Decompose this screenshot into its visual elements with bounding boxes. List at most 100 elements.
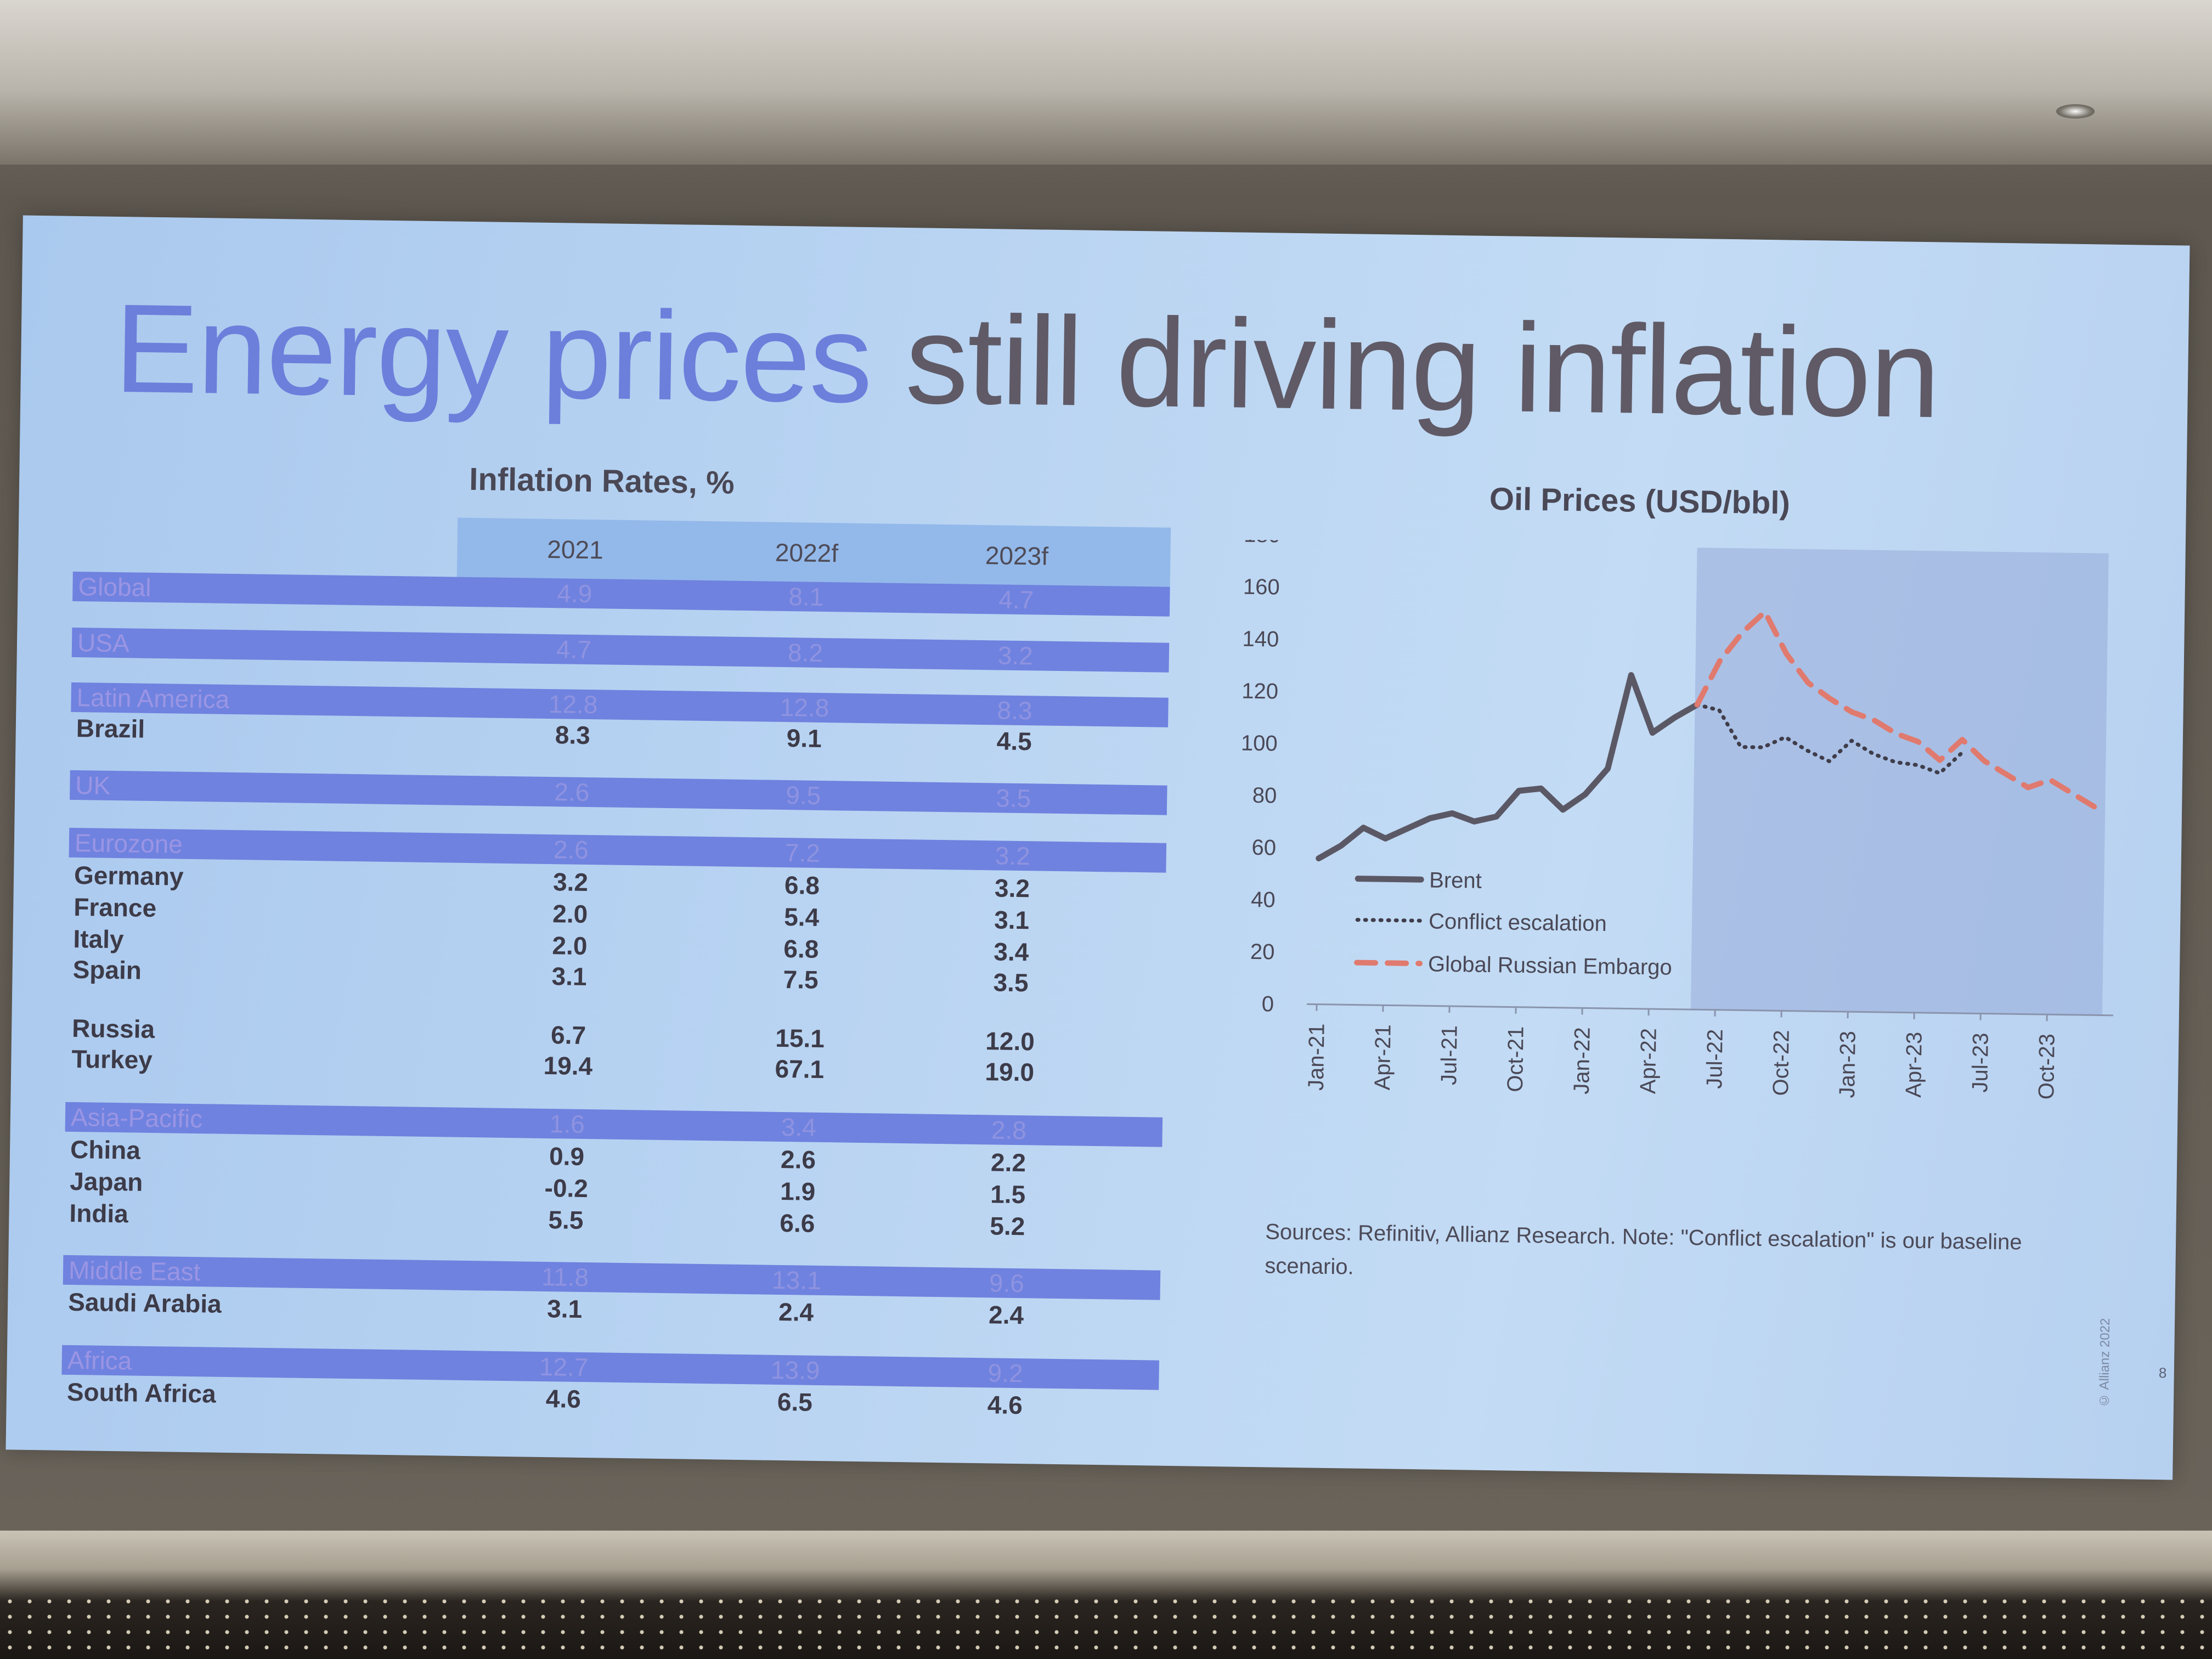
value-cell-2022f: 9.1: [786, 724, 822, 753]
page-number: 8: [2158, 1364, 2167, 1381]
inflation-table: 2021 2022f 2023f Global 4.9 8.1 4.7 USA 4.7 8.…: [61, 512, 1204, 1461]
legend-swatch: [1354, 960, 1423, 967]
value-cell-2023f: 2.2: [990, 1148, 1026, 1177]
value-cell-2023f: 9.2: [988, 1358, 1023, 1388]
x-tick-label: Apr-23: [1901, 1032, 1927, 1098]
row-label: UK: [75, 770, 111, 800]
value-cell-2023f: 8.3: [997, 696, 1032, 725]
value-cell-2022f: 8.1: [788, 582, 824, 611]
y-tick-label: 160: [1243, 575, 1280, 600]
value-cell-2023f: 5.2: [990, 1211, 1025, 1241]
y-tick-label: 120: [1242, 679, 1278, 704]
value-cell-2021: 4.9: [557, 579, 592, 608]
row-label: South Africa: [66, 1377, 217, 1408]
x-tick-label: Oct-22: [1769, 1030, 1794, 1096]
series-line-brent: [1316, 672, 1701, 862]
y-tick-label: 80: [1252, 783, 1277, 808]
y-tick-label: 60: [1251, 836, 1276, 860]
value-cell-2021: 2.6: [554, 777, 590, 807]
value-cell-2022f: 15.1: [775, 1023, 825, 1053]
slide-title: Energy prices still driving inflation: [113, 277, 1940, 445]
value-cell-2023f: 4.5: [996, 726, 1032, 756]
row-label: India: [69, 1198, 129, 1228]
value-cell-2022f: 2.4: [778, 1297, 814, 1327]
copyright: © Allianz 2022: [2096, 1318, 2113, 1408]
slide-title-accent: Energy prices: [113, 277, 873, 430]
row-label: Global: [78, 572, 151, 602]
table-row-region: UK 2.6 9.5 3.5: [70, 770, 1167, 815]
forecast-shading: [1690, 548, 2109, 1015]
value-cell-2022f: 7.2: [785, 838, 821, 867]
sources-note: Sources: Refinitiv, Allianz Research. No…: [1265, 1220, 2022, 1279]
value-cell-2021: -0.2: [544, 1173, 589, 1203]
projection-screen: Energy prices still driving inflation In…: [5, 215, 2190, 1480]
value-cell-2022f: 7.5: [783, 965, 819, 994]
y-tick-label: 0: [1261, 992, 1274, 1016]
value-cell-2021: 12.8: [548, 689, 598, 719]
value-cell-2021: 0.9: [549, 1142, 585, 1171]
y-tick-label: 140: [1242, 627, 1279, 652]
row-label: Spain: [72, 955, 142, 985]
value-cell-2023f: 3.5: [995, 783, 1031, 813]
row-label: USA: [77, 628, 129, 658]
value-cell-2023f: 19.0: [985, 1057, 1035, 1087]
value-cell-2021: 8.3: [555, 720, 591, 750]
value-cell-2021: 3.1: [551, 962, 587, 991]
value-cell-2023f: 1.5: [990, 1180, 1026, 1209]
value-cell-2021: 6.7: [550, 1020, 586, 1050]
value-cell-2023f: 2.8: [991, 1115, 1027, 1145]
slide-title-main: still driving inflation: [904, 289, 1940, 444]
x-tick-label: Oct-21: [1503, 1026, 1528, 1092]
value-cell-2023f: 3.2: [997, 641, 1034, 670]
column-header-2021: 2021: [546, 534, 604, 565]
value-cell-2022f: 12.8: [780, 692, 830, 723]
value-cell-2021: 3.2: [552, 867, 589, 897]
value-cell-2022f: 9.5: [785, 781, 821, 810]
row-label: China: [70, 1135, 141, 1165]
value-cell-2022f: 1.9: [780, 1176, 816, 1206]
chart-title: Oil Prices (USD/bbl): [1489, 481, 1791, 521]
oil-price-chart: 0 20 40 60 80 100 120 140 160 180 Jan-21 Apr-21 Jul-…: [1241, 539, 2113, 1100]
value-cell-2021: 19.4: [543, 1051, 593, 1081]
value-cell-2021: 2.0: [552, 931, 588, 961]
x-tick-label: Apr-22: [1636, 1028, 1661, 1094]
value-cell-2022f: 13.1: [771, 1265, 822, 1295]
x-tick-label: Oct-23: [2034, 1034, 2059, 1100]
x-tick-label: Apr-21: [1370, 1024, 1396, 1091]
row-label: Turkey: [71, 1044, 153, 1074]
value-cell-2023f: 4.6: [987, 1390, 1023, 1420]
row-label: Asia-Pacific: [70, 1102, 203, 1133]
row-label: Latin America: [76, 682, 230, 714]
x-axis-line: [1307, 1003, 2113, 1017]
value-cell-2022f: 6.8: [783, 934, 819, 963]
legend-label: Global Russian Embargo: [1428, 952, 1672, 979]
value-cell-2023f: 3.4: [993, 937, 1029, 967]
value-cell-2022f: 6.6: [780, 1208, 815, 1238]
value-cell-2022f: 5.4: [783, 902, 820, 932]
x-tick-label: Jul-21: [1437, 1025, 1462, 1086]
value-cell-2022f: 2.6: [780, 1144, 816, 1174]
value-cell-2023f: 2.4: [988, 1300, 1024, 1330]
row-label: Middle East: [68, 1255, 201, 1286]
y-tick-label: 20: [1250, 940, 1275, 964]
column-header-2023f: 2023f: [985, 541, 1049, 571]
row-label: Russia: [71, 1013, 155, 1044]
row-label: Italy: [73, 924, 124, 954]
value-cell-2022f: 3.4: [781, 1112, 817, 1142]
value-cell-2021: 11.8: [541, 1262, 589, 1292]
row-label: Japan: [69, 1166, 143, 1197]
x-tick-label: Jan-21: [1304, 1023, 1329, 1091]
value-cell-2021: 2.6: [553, 835, 589, 865]
value-cell-2023f: 4.7: [998, 585, 1034, 614]
value-cell-2021: 4.6: [545, 1384, 582, 1413]
series-line-global-russian-embargo: [1694, 609, 2097, 810]
legend-label: Conflict escalation: [1429, 909, 1607, 936]
value-cell-2022f: 13.9: [770, 1355, 820, 1385]
value-cell-2023f: 3.2: [994, 873, 1030, 903]
value-cell-2023f: 3.1: [994, 905, 1030, 935]
row-label: Saudi Arabia: [67, 1287, 222, 1318]
value-cell-2021: 3.1: [546, 1294, 583, 1323]
room-ceiling: [0, 0, 2212, 165]
value-cell-2023f: 12.0: [985, 1026, 1035, 1056]
value-cell-2022f: 6.8: [784, 871, 820, 900]
